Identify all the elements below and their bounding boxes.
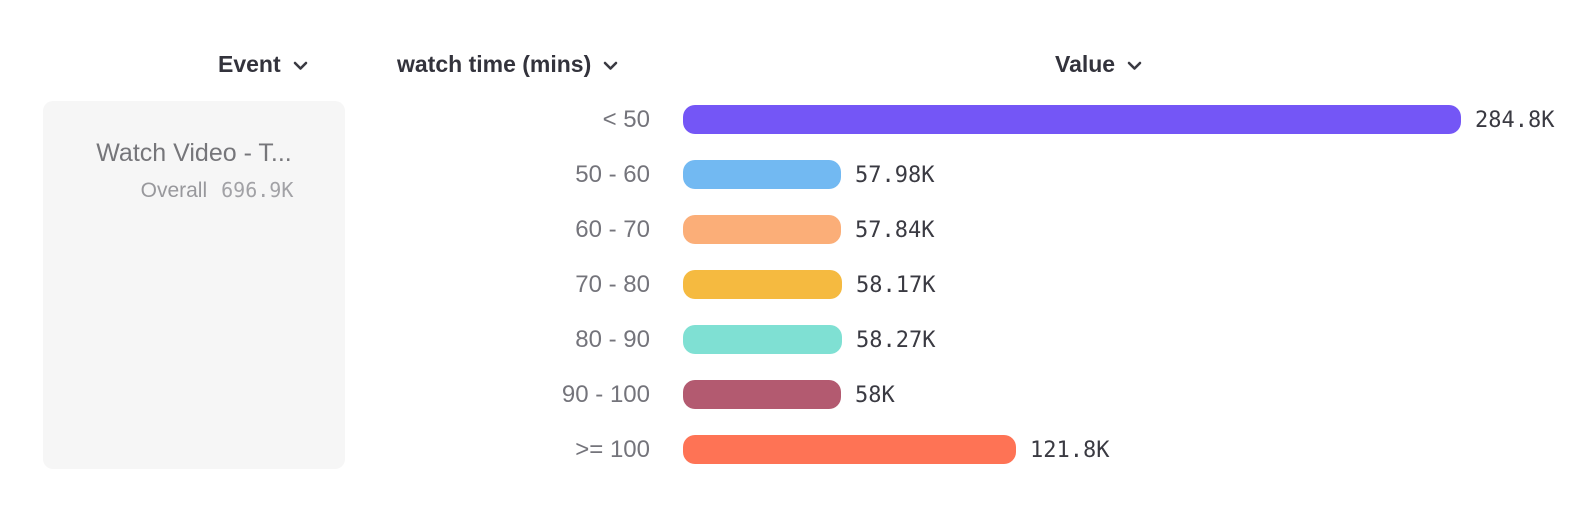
value-label: 58.17K <box>856 273 936 298</box>
bar-segment[interactable] <box>683 270 842 299</box>
chevron-down-icon <box>603 58 618 71</box>
chart-row: 90 - 100 58K <box>0 380 1592 409</box>
chevron-down-icon <box>293 58 308 71</box>
event-title: Watch Video - T... <box>96 139 292 167</box>
chevron-down-icon <box>1127 58 1142 71</box>
bar-segment[interactable] <box>683 160 841 189</box>
value-label: 121.8K <box>1030 438 1110 463</box>
breakdown-header-label: watch time (mins) <box>397 50 592 77</box>
chart-row: < 50 284.8K <box>0 105 1592 134</box>
overall-label: Overall <box>140 179 208 202</box>
category-label: 90 - 100 <box>561 381 650 408</box>
value-label: 57.84K <box>855 218 935 243</box>
bar-segment[interactable] <box>683 325 842 354</box>
category-label: 70 - 80 <box>575 271 650 298</box>
event-column-header[interactable]: Event <box>218 49 308 79</box>
chart-row: 60 - 70 57.84K <box>0 215 1592 244</box>
bar-chart: < 50 284.8K 50 - 60 57.98K 60 - 70 57.84K 70 -… <box>0 105 1592 490</box>
bar-segment[interactable] <box>683 435 1016 464</box>
bar-segment[interactable] <box>683 105 1461 134</box>
value-column-header[interactable]: Value <box>1055 49 1142 79</box>
chart-row: 80 - 90 58.27K <box>0 325 1592 354</box>
category-label: 50 - 60 <box>575 161 650 188</box>
event-header-label: Event <box>218 50 281 77</box>
overall-value: 696.9K <box>221 178 294 202</box>
value-label: 58K <box>855 383 895 408</box>
event-card[interactable]: Watch Video - T... Overall 696.9K <box>43 101 345 469</box>
chart-row: 50 - 60 57.98K <box>0 160 1592 189</box>
value-header-label: Value <box>1055 50 1116 77</box>
category-label: 80 - 90 <box>575 326 650 353</box>
category-label: < 50 <box>602 106 650 133</box>
bar-segment[interactable] <box>683 215 841 244</box>
chart-row: >= 100 121.8K <box>0 435 1592 464</box>
chart-row: 70 - 80 58.17K <box>0 270 1592 299</box>
breakdown-column-header[interactable]: watch time (mins) <box>397 49 618 79</box>
bar-segment[interactable] <box>683 380 841 409</box>
value-label: 57.98K <box>855 163 935 188</box>
category-label: >= 100 <box>575 436 650 463</box>
value-label: 284.8K <box>1475 108 1555 133</box>
value-label: 58.27K <box>856 328 936 353</box>
category-label: 60 - 70 <box>575 216 650 243</box>
overall-line: Overall 696.9K <box>66 178 368 203</box>
